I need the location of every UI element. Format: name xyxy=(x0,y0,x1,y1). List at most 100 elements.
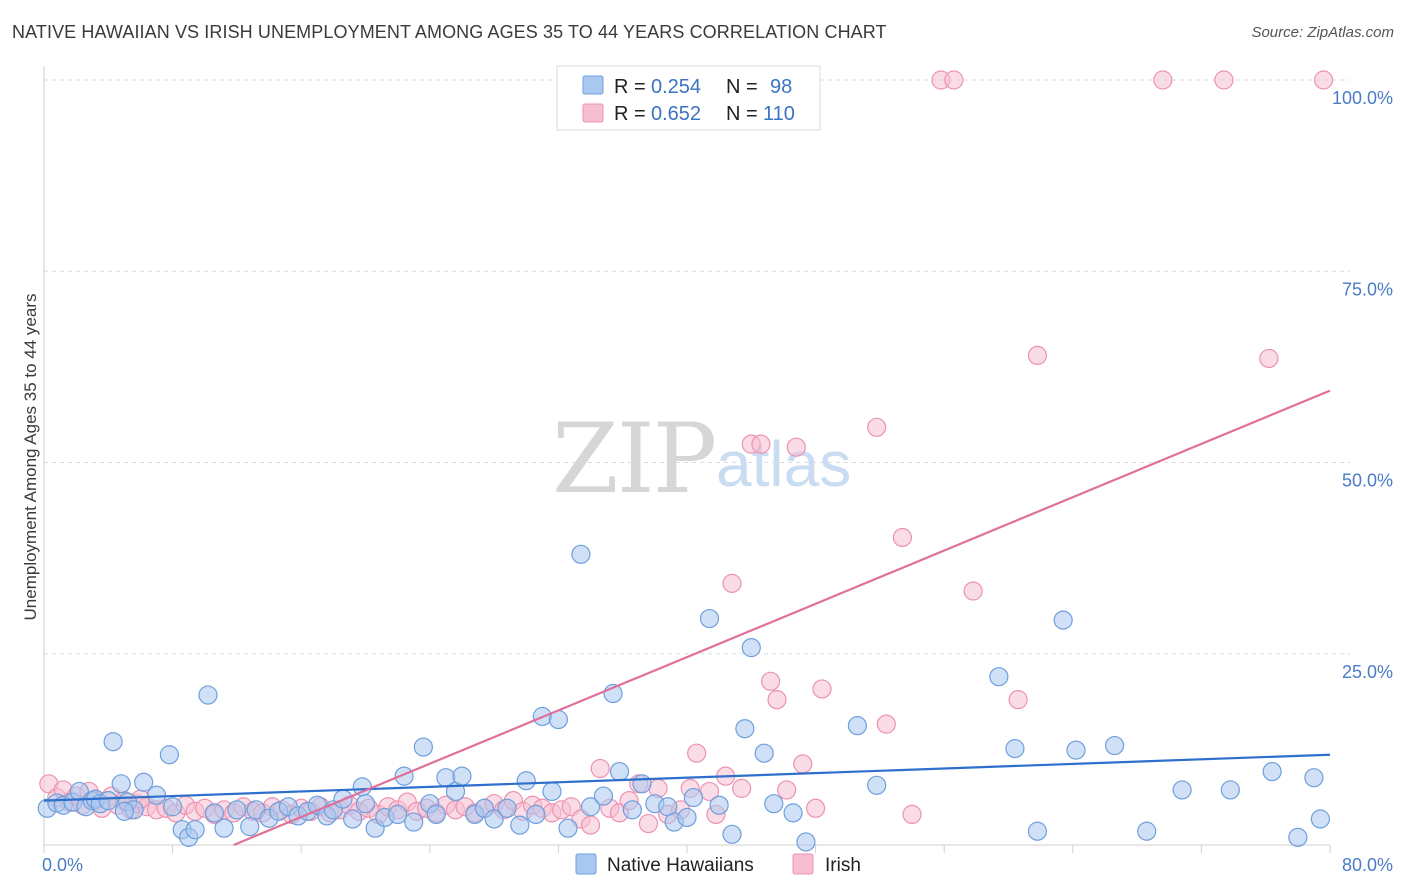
native-hawaiian-point-72 xyxy=(683,787,704,808)
native-hawaiian-points xyxy=(37,544,1330,852)
grid-lines xyxy=(44,79,1350,655)
native-hawaiian-point-61 xyxy=(571,544,591,564)
native-hawaiian-point-80 xyxy=(783,803,803,823)
native-hawaiian-point-75 xyxy=(722,824,742,844)
y-tick-label-3: 100.0% xyxy=(1332,88,1393,108)
native-hawaiian-point-78 xyxy=(754,743,774,763)
native-hawaiian-point-94 xyxy=(1288,827,1308,847)
irish-point-79 xyxy=(760,671,781,691)
native-hawaiian-point-81 xyxy=(796,832,816,852)
native-hawaiian-point-92 xyxy=(1220,780,1240,800)
irish-point-75 xyxy=(722,573,742,593)
native-hawaiian-point-52 xyxy=(484,809,504,829)
y-tick-labels: 25.0% 50.0% 75.0% 100.0% xyxy=(1332,88,1393,682)
irish-point-66 xyxy=(638,813,659,834)
legend-n-label-2: N = xyxy=(726,103,758,125)
bottom-legend-swatch-irish xyxy=(792,853,814,875)
native-hawaiian-point-87 xyxy=(1053,610,1073,630)
watermark: ZIP atlas xyxy=(552,403,851,515)
native-hawaiian-point-24 xyxy=(227,800,247,820)
native-hawaiian-point-90 xyxy=(1137,821,1157,841)
native-hawaiian-point-46 xyxy=(426,804,446,825)
native-hawaiian-point-79 xyxy=(764,794,784,814)
legend-r-value-1: 0.254 xyxy=(651,76,701,98)
bottom-legend-label-native-hawaiians: Native Hawaiians xyxy=(607,855,754,876)
legend-swatch-irish xyxy=(582,103,604,123)
native-hawaiian-point-97 xyxy=(114,801,134,821)
native-hawaiian-point-49 xyxy=(452,766,472,786)
native-hawaiian-point-44 xyxy=(413,737,433,757)
native-hawaiian-point-23 xyxy=(214,818,234,838)
irish-point-86 xyxy=(867,417,887,437)
native-hawaiian-point-20 xyxy=(185,820,205,840)
native-hawaiian-point-83 xyxy=(867,775,887,795)
legend-n-value-2: 110 xyxy=(763,103,795,125)
x-tick-label-1: 80.0% xyxy=(1342,855,1393,875)
irish-point-92 xyxy=(1027,345,1048,365)
irish-point-80 xyxy=(767,690,787,710)
irish-point-97 xyxy=(1259,348,1279,369)
native-hawaiian-point-10 xyxy=(103,732,123,752)
irish-point-90 xyxy=(963,581,983,601)
native-hawaiian-point-22 xyxy=(204,803,224,823)
native-hawaiian-point-85 xyxy=(1005,739,1025,759)
native-hawaiian-point-16 xyxy=(159,745,179,765)
native-hawaiian-point-82 xyxy=(847,716,867,736)
irish-point-91 xyxy=(1008,690,1028,710)
native-hawaiian-point-95 xyxy=(1304,768,1324,788)
native-hawaiian-trendline xyxy=(43,753,1331,802)
irish-point-71 xyxy=(687,743,707,763)
native-hawaiian-point-74 xyxy=(709,795,729,815)
native-hawaiian-point-54 xyxy=(510,815,530,835)
irish-point-82 xyxy=(786,437,806,457)
native-hawaiian-point-91 xyxy=(1172,780,1192,800)
native-hawaiian-point-62 xyxy=(580,797,601,817)
native-hawaiian-point-15 xyxy=(146,785,167,805)
native-hawaiian-point-63 xyxy=(593,786,614,806)
native-hawaiian-point-88 xyxy=(1066,740,1086,760)
native-hawaiian-point-71 xyxy=(677,807,697,828)
native-hawaiian-point-67 xyxy=(632,774,652,794)
native-hawaiian-point-58 xyxy=(542,781,562,802)
native-hawaiian-point-56 xyxy=(526,804,546,825)
legend-box: R = 0.254 N = 98 R = 0.652 N = 110 xyxy=(556,65,821,131)
native-hawaiian-point-53 xyxy=(497,798,517,818)
native-hawaiian-point-65 xyxy=(609,761,630,782)
native-hawaiian-point-43 xyxy=(404,812,424,832)
bottom-legend-label-irish: Irish xyxy=(825,855,861,876)
native-hawaiian-point-77 xyxy=(741,638,761,658)
irish-point-81 xyxy=(777,780,797,800)
native-hawaiian-point-25 xyxy=(240,817,260,837)
legend-r-label-1: R = xyxy=(614,76,646,98)
native-hawaiian-point-9 xyxy=(98,791,118,811)
irish-point-95 xyxy=(1153,70,1173,90)
chart-title: NATIVE HAWAIIAN VS IRISH UNEMPLOYMENT AM… xyxy=(12,22,887,42)
irish-trendline xyxy=(233,389,1331,847)
native-hawaiian-point-86 xyxy=(1027,821,1048,841)
native-hawaiian-point-84 xyxy=(989,667,1009,687)
bottom-legend-swatch-native-hawaiians xyxy=(575,853,597,875)
axes xyxy=(43,66,1331,853)
irish-point-89 xyxy=(902,804,922,825)
watermark-atlas: atlas xyxy=(716,428,851,500)
irish-point-60 xyxy=(580,815,601,835)
irish-point-61 xyxy=(590,758,610,779)
source-label: Source: ZipAtlas.com xyxy=(1251,24,1394,41)
native-hawaiian-point-11 xyxy=(111,774,131,794)
native-hawaiian-point-41 xyxy=(388,804,408,825)
native-hawaiian-point-60 xyxy=(558,818,578,838)
native-hawaiian-point-96 xyxy=(1310,809,1330,829)
legend-r-label-2: R = xyxy=(614,103,646,125)
native-hawaiian-point-17 xyxy=(163,797,183,817)
native-hawaiian-point-55 xyxy=(516,771,536,791)
irish-point-96 xyxy=(1214,70,1234,90)
x-tick-labels: 0.0% 80.0% xyxy=(42,855,1393,875)
native-hawaiian-point-36 xyxy=(343,809,363,829)
native-hawaiian-point-21 xyxy=(198,685,218,705)
x-tick-label-0: 0.0% xyxy=(42,855,83,875)
bottom-legend: Native Hawaiians Irish xyxy=(575,853,861,876)
y-tick-label-2: 75.0% xyxy=(1342,279,1393,299)
trendlines xyxy=(43,389,1331,847)
legend-r-value-2: 0.652 xyxy=(651,103,701,125)
native-hawaiian-point-14 xyxy=(134,772,154,792)
